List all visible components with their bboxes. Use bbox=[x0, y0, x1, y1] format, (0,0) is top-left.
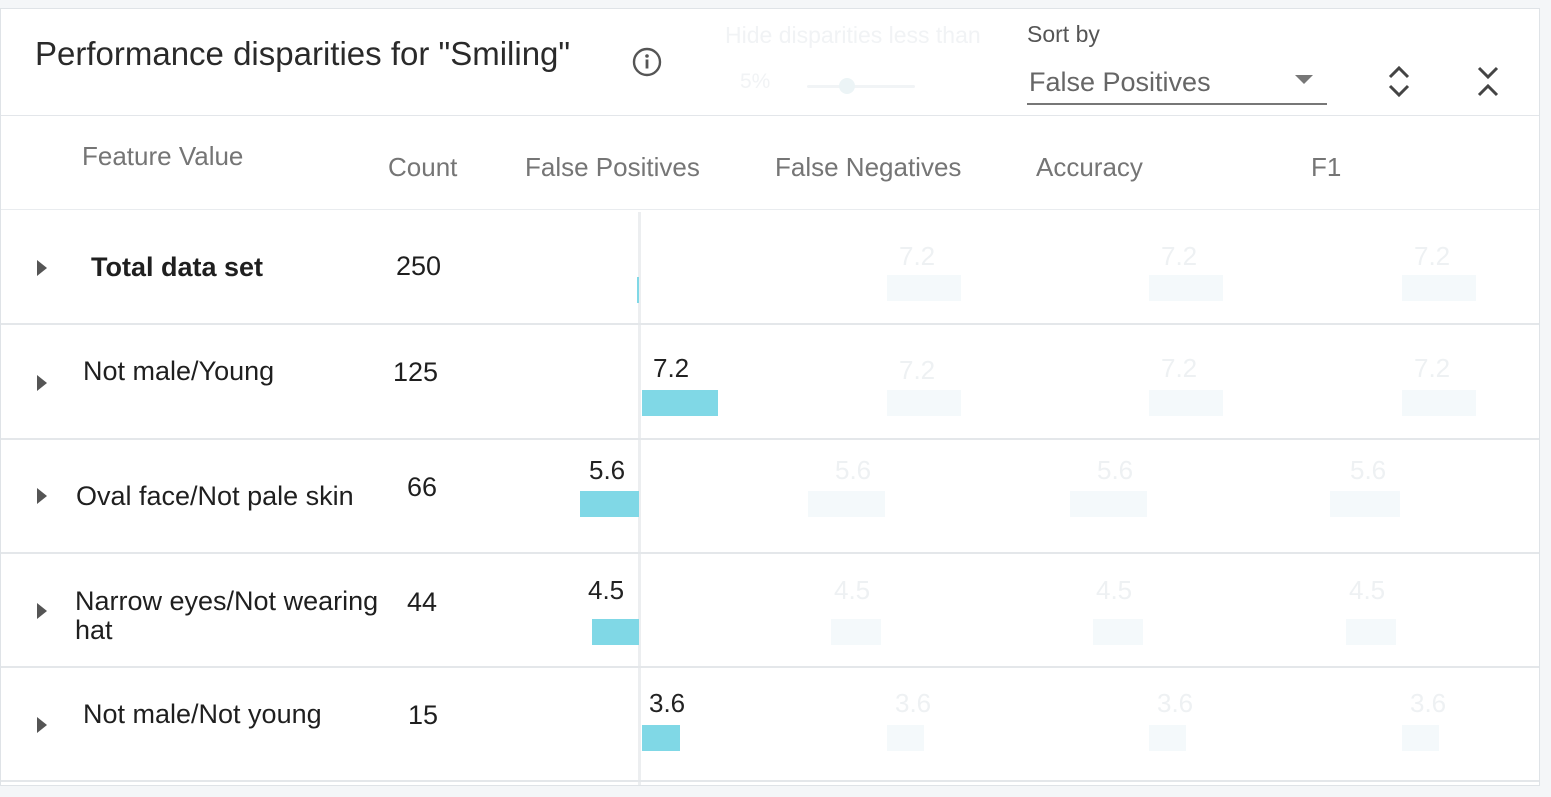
column-header-feature-value[interactable]: Feature Value bbox=[82, 141, 244, 171]
f1-bar bbox=[1402, 390, 1476, 416]
false-positives-bar bbox=[580, 491, 639, 517]
count-value: 125 bbox=[393, 357, 439, 387]
sort-by-select[interactable]: False Positives bbox=[1027, 61, 1327, 105]
false-positives-label: 5.6 bbox=[589, 455, 626, 485]
accuracy-bar bbox=[1149, 275, 1223, 301]
false-positives-bar bbox=[591, 619, 639, 645]
table-row[interactable]: Narrow eyes/Not wearing hat 44 4.5 4.5 4… bbox=[1, 554, 1539, 668]
f1-bar bbox=[1346, 619, 1396, 645]
count-value: 44 bbox=[407, 587, 438, 617]
f1-value: 5.6 bbox=[1350, 455, 1387, 485]
column-header-accuracy[interactable]: Accuracy bbox=[1036, 152, 1143, 182]
slider-thumb[interactable] bbox=[839, 78, 855, 94]
f1-bar bbox=[1330, 491, 1400, 517]
table-row-total[interactable]: Total data set 250 7.2 7.2 7.2 bbox=[1, 211, 1539, 325]
column-header-count[interactable]: Count bbox=[388, 152, 458, 182]
f1-bar bbox=[1402, 275, 1476, 301]
accuracy-bar bbox=[1149, 725, 1186, 751]
feature-value: Not male/Young bbox=[83, 356, 275, 386]
f1-value: 3.6 bbox=[1410, 688, 1447, 718]
expand-row-icon[interactable] bbox=[37, 260, 47, 276]
false-negatives-value: 5.6 bbox=[835, 455, 872, 485]
f1-value: 7.2 bbox=[1414, 241, 1451, 271]
f1-value: 4.5 bbox=[1349, 575, 1386, 605]
feature-value: Total data set bbox=[91, 252, 264, 282]
feature-value: Narrow eyes/Not wearing hat bbox=[75, 586, 379, 645]
column-header-false-negatives[interactable]: False Negatives bbox=[775, 152, 962, 182]
count-value: 66 bbox=[407, 472, 438, 502]
accuracy-value: 3.6 bbox=[1157, 688, 1194, 718]
false-positives-zero-line bbox=[638, 212, 641, 785]
false-negatives-bar bbox=[887, 390, 961, 416]
false-negatives-bar bbox=[808, 491, 885, 517]
false-negatives-bar bbox=[887, 275, 961, 301]
info-icon[interactable] bbox=[632, 47, 662, 77]
expand-row-icon[interactable] bbox=[37, 375, 47, 391]
accuracy-bar bbox=[1149, 390, 1223, 416]
table-row[interactable]: Not male/Not young 15 3.6 3.6 3.6 3.6 bbox=[1, 668, 1539, 782]
expand-all-icon[interactable] bbox=[1379, 57, 1419, 105]
column-header-f1[interactable]: F1 bbox=[1311, 152, 1342, 182]
table-row[interactable]: Not male/Young 125 7.2 7.2 7.2 7.2 bbox=[1, 325, 1539, 440]
accuracy-bar bbox=[1070, 491, 1147, 517]
false-negatives-bar bbox=[887, 725, 924, 751]
f1-value: 7.2 bbox=[1414, 353, 1451, 383]
false-positives-bar bbox=[642, 390, 718, 416]
sort-by-label: Sort by bbox=[1027, 21, 1100, 47]
accuracy-value: 7.2 bbox=[1161, 353, 1198, 383]
accuracy-value: 4.5 bbox=[1096, 575, 1133, 605]
false-positives-label: 3.6 bbox=[649, 688, 686, 718]
false-negatives-value: 7.2 bbox=[899, 241, 936, 271]
false-negatives-value: 7.2 bbox=[899, 355, 936, 385]
false-positives-bar bbox=[637, 277, 639, 303]
accuracy-value: 7.2 bbox=[1161, 241, 1198, 271]
sort-by-value: False Positives bbox=[1029, 67, 1211, 97]
count-value: 15 bbox=[408, 700, 439, 730]
false-negatives-value: 4.5 bbox=[834, 575, 871, 605]
panel-header: Performance disparities for "Smiling" Hi… bbox=[1, 9, 1539, 116]
panel-title: Performance disparities for "Smiling" bbox=[35, 35, 571, 72]
false-negatives-bar bbox=[831, 619, 881, 645]
false-positives-bar bbox=[642, 725, 680, 751]
accuracy-value: 5.6 bbox=[1097, 455, 1134, 485]
false-negatives-value: 3.6 bbox=[895, 688, 932, 718]
f1-bar bbox=[1402, 725, 1439, 751]
performance-disparities-panel: Performance disparities for "Smiling" Hi… bbox=[0, 8, 1540, 786]
feature-value: Not male/Not young bbox=[83, 699, 322, 729]
expand-row-icon[interactable] bbox=[37, 603, 47, 619]
false-positives-label: 4.5 bbox=[588, 575, 625, 605]
accuracy-bar bbox=[1093, 619, 1143, 645]
hide-disparities-slider[interactable] bbox=[807, 85, 915, 88]
expand-row-icon[interactable] bbox=[37, 488, 47, 504]
table-row[interactable]: Oval face/Not pale skin 66 5.6 5.6 5.6 5… bbox=[1, 440, 1539, 554]
feature-value: Oval face/Not pale skin bbox=[76, 481, 354, 511]
collapse-all-icon[interactable] bbox=[1468, 57, 1508, 105]
hide-disparities-label: Hide disparities less than bbox=[725, 22, 981, 48]
hide-disparities-value: 5% bbox=[740, 70, 771, 93]
false-positives-label: 7.2 bbox=[653, 353, 690, 383]
column-header-false-positives[interactable]: False Positives bbox=[525, 152, 700, 182]
expand-row-icon[interactable] bbox=[37, 717, 47, 733]
dropdown-caret-icon bbox=[1295, 75, 1313, 84]
header-divider bbox=[1, 209, 1539, 210]
count-value: 250 bbox=[396, 251, 442, 281]
